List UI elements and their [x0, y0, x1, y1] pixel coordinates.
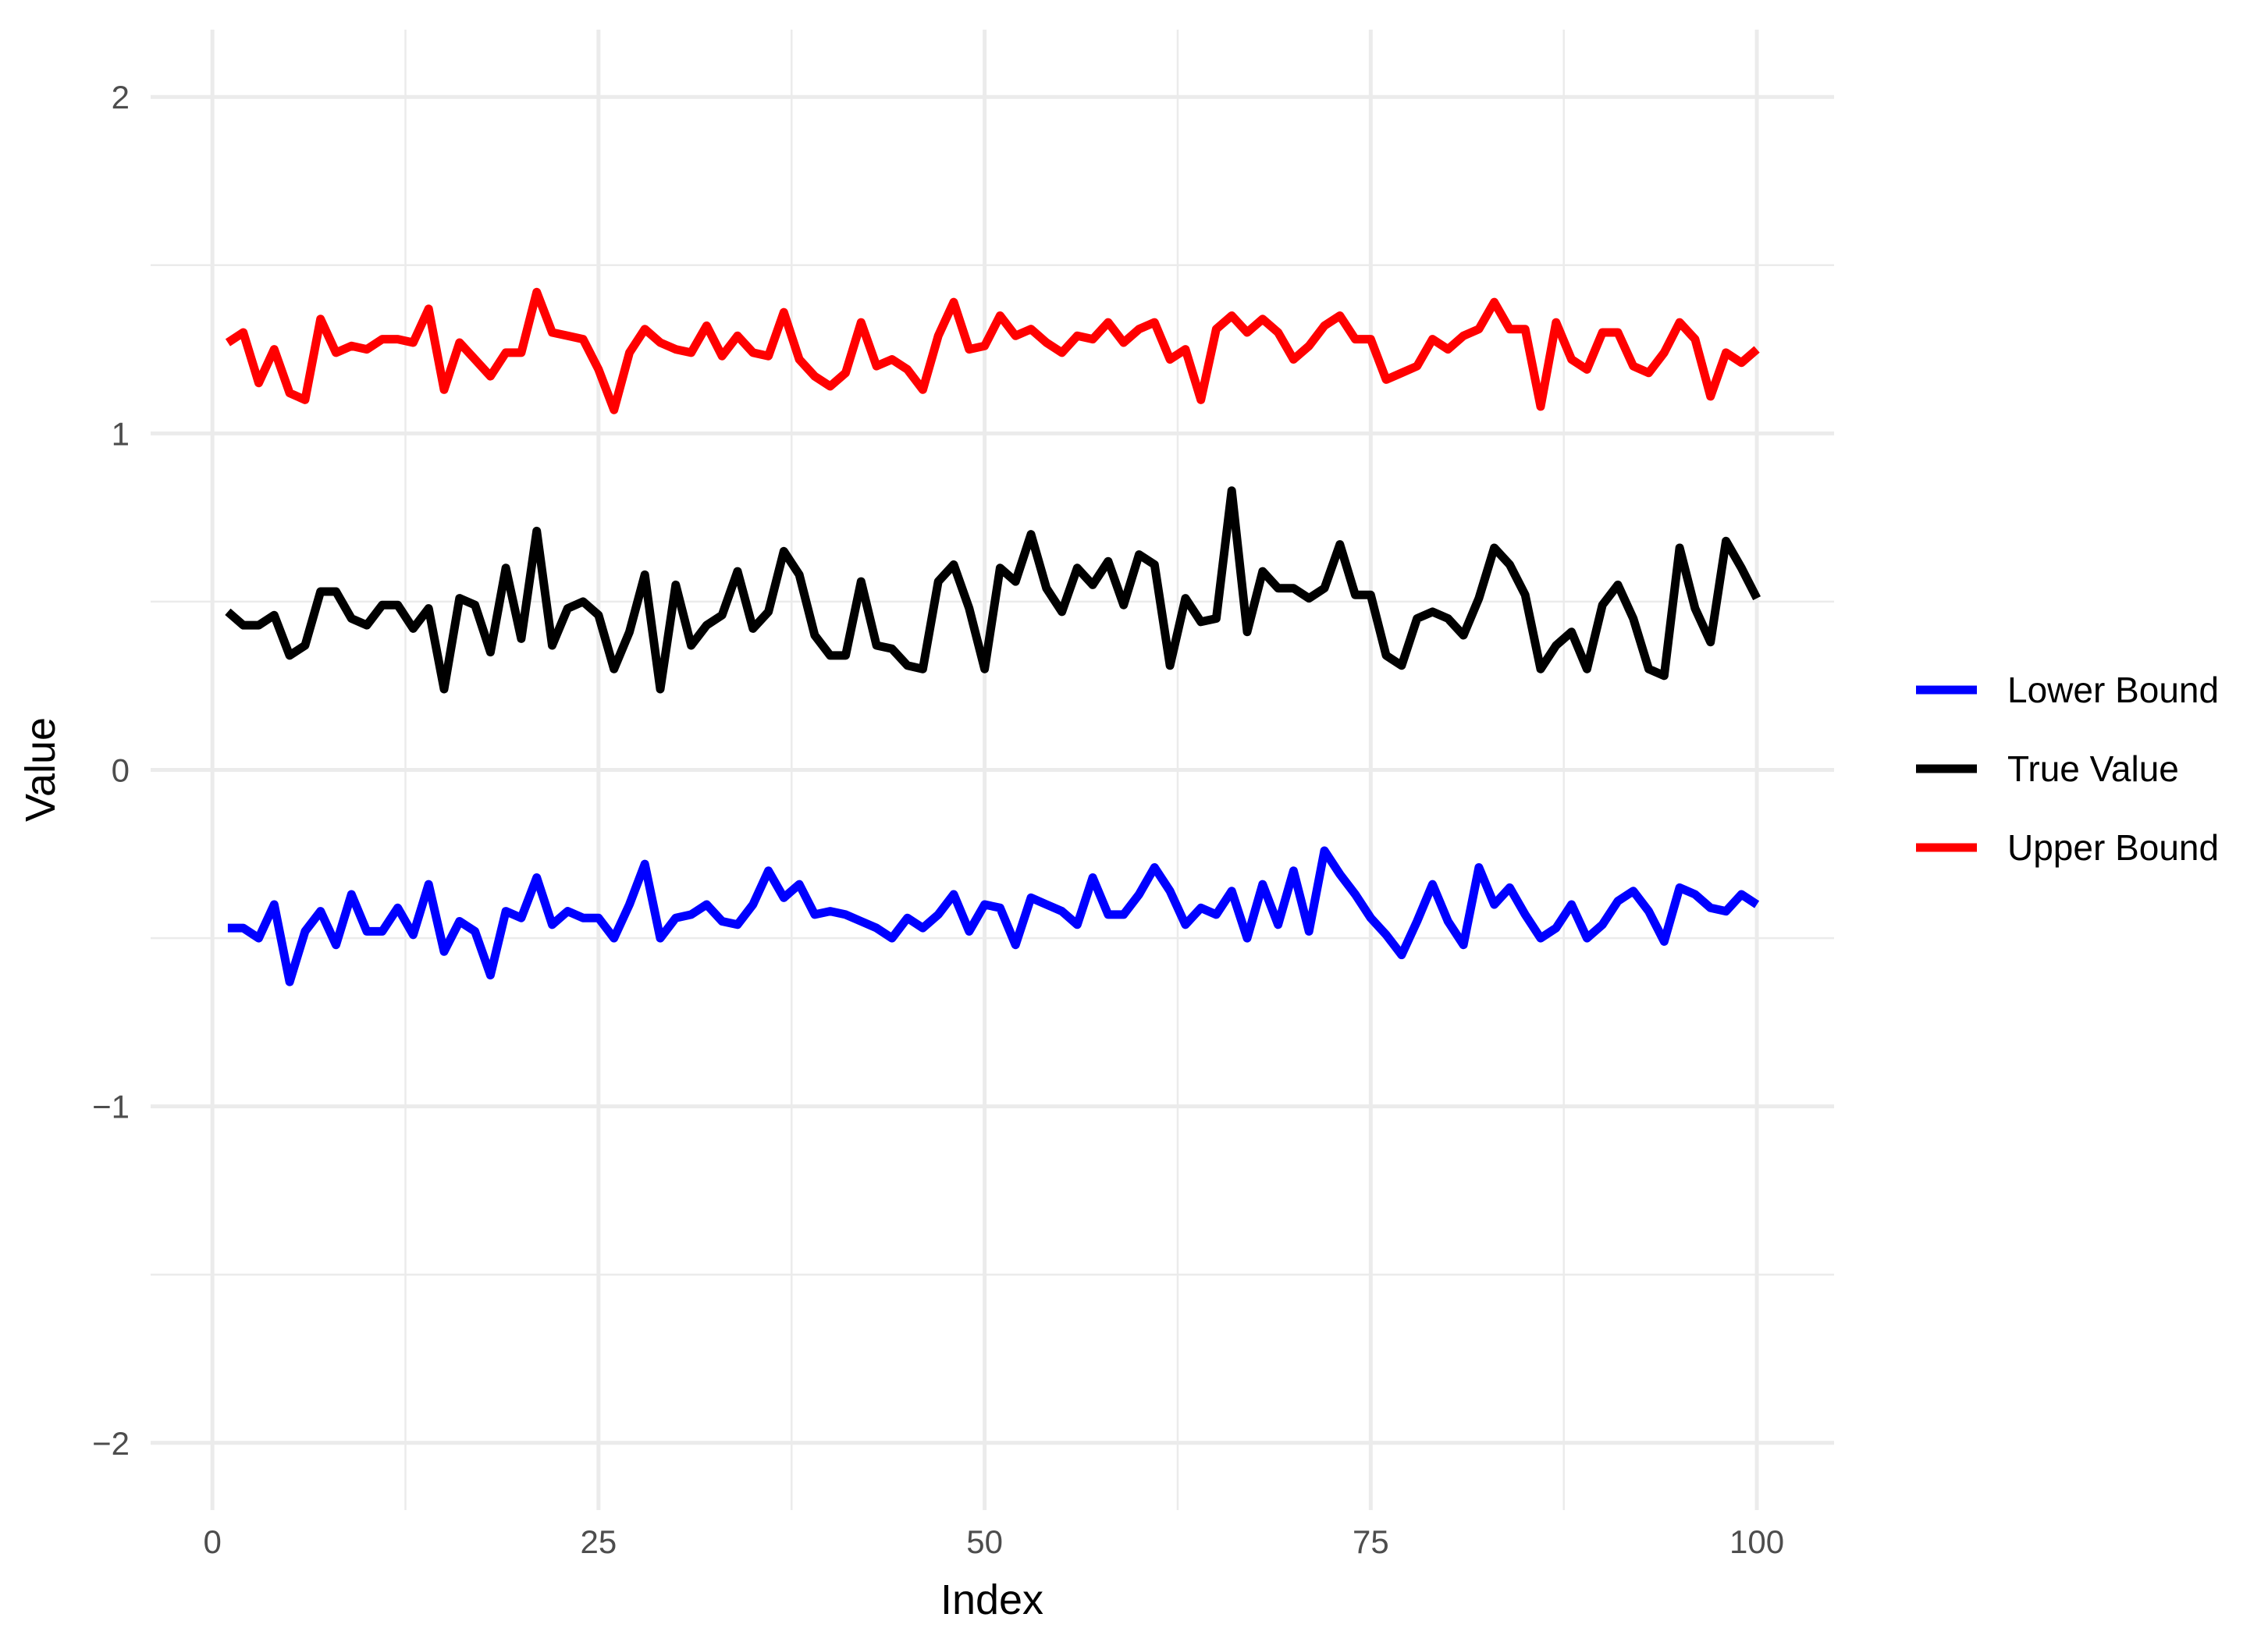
x-tick-label: 75	[1353, 1523, 1389, 1560]
legend: Lower Bound True Value Upper Bound	[1916, 670, 2219, 868]
y-tick-label: 1	[112, 415, 130, 452]
y-tick-label: 0	[112, 752, 130, 789]
legend-label: Upper Bound	[2007, 827, 2219, 868]
grid-major-lines	[151, 30, 1834, 1510]
y-tick-label: −2	[92, 1425, 130, 1462]
x-tick-label: 25	[581, 1523, 617, 1560]
x-tick-label: 0	[203, 1523, 221, 1560]
x-tick-label: 50	[966, 1523, 1003, 1560]
series-line-true-value	[225, 486, 1761, 694]
y-axis-title: Value	[17, 717, 64, 822]
legend-label: Lower Bound	[2007, 670, 2219, 710]
series-line-lower-bound	[227, 846, 1760, 986]
x-axis-title: Index	[940, 1576, 1043, 1623]
legend-label: True Value	[2007, 748, 2179, 789]
series-line-upper-bound	[225, 287, 1760, 414]
series-lines	[225, 287, 1761, 986]
x-tick-label: 100	[1729, 1523, 1784, 1560]
y-tick-label: −1	[92, 1089, 130, 1125]
x-axis-tick-labels: 0 25 50 75 100	[203, 1523, 1784, 1560]
y-axis-tick-labels: −2 −1 0 1 2	[92, 79, 130, 1462]
y-tick-label: 2	[112, 79, 130, 116]
